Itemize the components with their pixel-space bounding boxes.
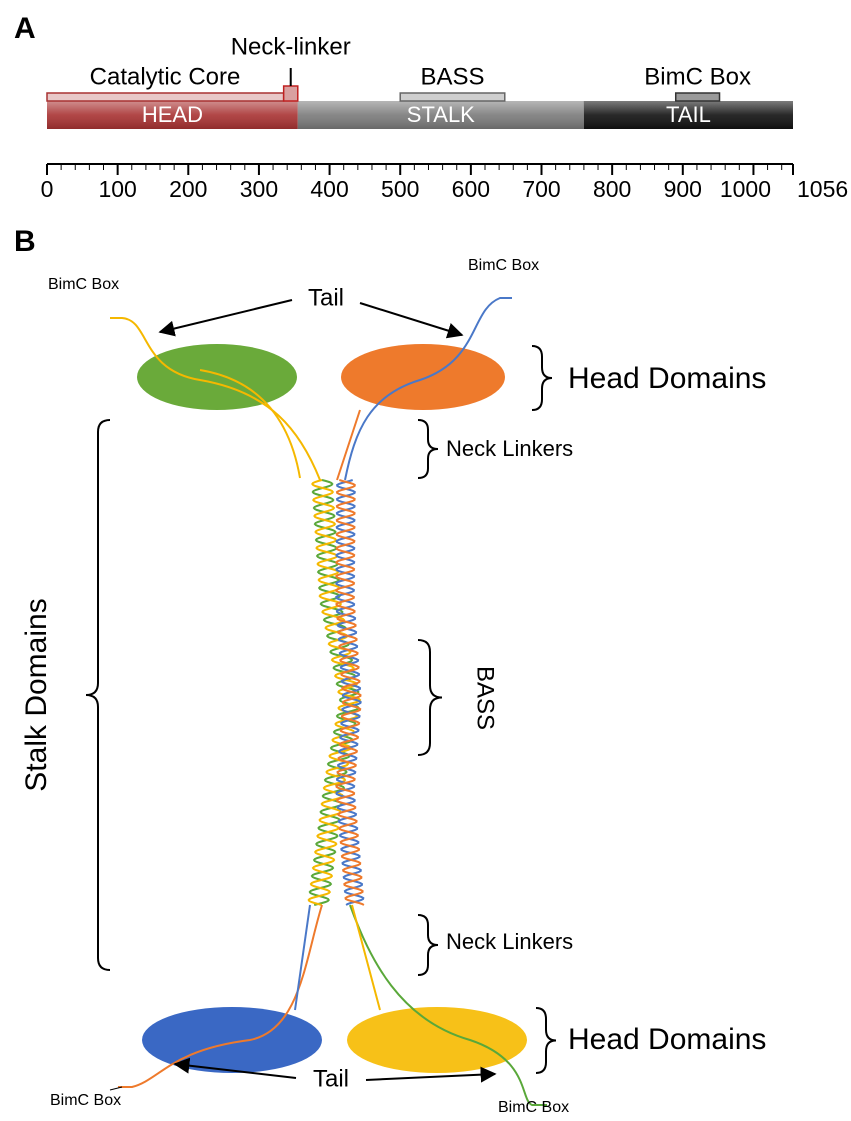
- tick-label: 500: [381, 176, 419, 202]
- bass-label: BASS: [472, 666, 499, 730]
- tick-label: 100: [98, 176, 136, 202]
- tick-label: 200: [169, 176, 207, 202]
- structure-diagram: BimC Box BimC Box BimC Box BimC Box Tail…: [20, 257, 767, 1116]
- arrow: [360, 303, 462, 335]
- neck-label: Neck Linkers: [446, 436, 573, 461]
- head-ellipse: [341, 344, 505, 410]
- tail-strand: [337, 410, 360, 480]
- feature-label: BimC Box: [644, 63, 751, 90]
- bimc-label: BimC Box: [498, 1099, 569, 1116]
- feature-box: [284, 86, 298, 101]
- tail-label: Tail: [313, 1065, 349, 1092]
- head-label: Head Domains: [568, 1023, 766, 1056]
- arrow: [366, 1074, 495, 1080]
- brace: [418, 420, 438, 478]
- coiled-coil: [309, 480, 364, 905]
- tick-label: 0: [41, 176, 54, 202]
- bimc-label: BimC Box: [468, 257, 539, 274]
- domain-label: HEAD: [142, 102, 203, 127]
- tick-label: 1000: [720, 176, 771, 202]
- tick-label: 800: [593, 176, 631, 202]
- tail-label: Tail: [308, 284, 344, 311]
- head-ellipse: [347, 1007, 527, 1073]
- neck-label: Neck Linkers: [446, 929, 573, 954]
- domain-label: STALK: [407, 102, 475, 127]
- bimc-label: BimC Box: [48, 276, 119, 293]
- tick-label: 400: [310, 176, 348, 202]
- arrow: [160, 300, 292, 332]
- tail-strand: [352, 905, 380, 1010]
- tick-label: 600: [452, 176, 490, 202]
- bimc-label: BimC Box: [50, 1092, 121, 1109]
- tick-label: 700: [522, 176, 560, 202]
- tick-label: 300: [240, 176, 278, 202]
- stalk-label: Stalk Domains: [20, 598, 53, 791]
- figure: A HEAD STALK TAIL Catalytic Core Neck-linker…: [0, 0, 851, 1121]
- feature-box: [47, 93, 284, 101]
- arrows: [110, 300, 495, 1090]
- head-label: Head Domains: [568, 362, 766, 395]
- brace: [536, 1008, 556, 1073]
- brace: [418, 915, 438, 975]
- panel-label: B: [14, 225, 36, 258]
- panel-label: A: [14, 12, 36, 45]
- head-ellipse: [142, 1007, 322, 1073]
- brace: [86, 420, 110, 970]
- brace: [532, 346, 552, 410]
- domain-map: HEAD STALK TAIL Catalytic Core Neck-linker BA…: [41, 33, 849, 202]
- feature-label: Catalytic Core: [90, 63, 241, 90]
- domain-label: TAIL: [666, 102, 711, 127]
- feature-label: BASS: [420, 63, 484, 90]
- leader: [110, 1087, 122, 1090]
- tick-label: 900: [664, 176, 702, 202]
- feature-box: [676, 93, 720, 101]
- head-ellipse: [137, 344, 297, 410]
- tick-label: 1056: [797, 176, 848, 202]
- feature-label: Neck-linker: [231, 33, 351, 60]
- feature-box: [400, 93, 505, 101]
- brace: [418, 640, 442, 755]
